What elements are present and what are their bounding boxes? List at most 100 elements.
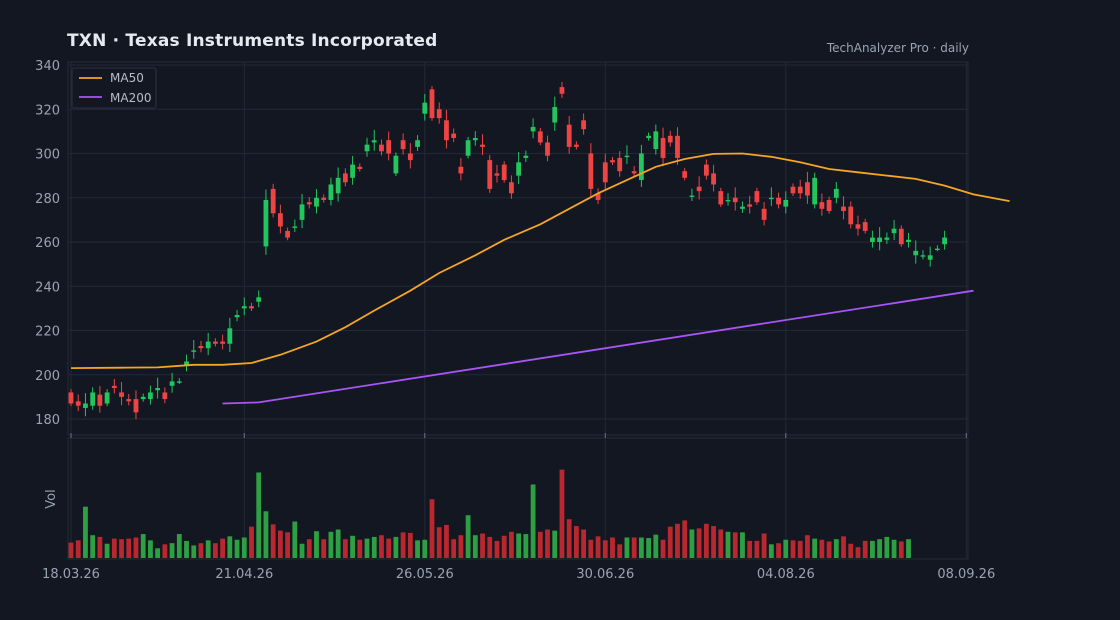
volume-bar (335, 529, 341, 558)
candle-body (646, 135, 651, 139)
volume-bar (407, 532, 413, 558)
date-tick-label: 30.06.26 (576, 567, 634, 582)
candle-body (407, 153, 413, 161)
candle-body (660, 138, 666, 158)
candle-body (328, 184, 334, 200)
candle-body (624, 155, 630, 158)
ma50-line (70, 152, 1010, 369)
volume-panel-frame (67, 437, 969, 560)
volume-bar (624, 537, 630, 558)
volume-bars (68, 469, 911, 558)
candle-body (444, 120, 449, 141)
volume-bar (227, 536, 233, 558)
candle-body (472, 138, 478, 141)
volume-bar (833, 539, 839, 558)
volume-bar (350, 535, 355, 558)
volume-bar (797, 540, 803, 558)
volume-bar (119, 539, 124, 558)
volume-bar (83, 506, 88, 558)
volume-bar (509, 531, 514, 558)
volume-bar (725, 531, 731, 558)
candle-body (386, 140, 392, 154)
volume-bar (75, 540, 81, 558)
candle-body (75, 401, 81, 406)
moving-averages (70, 152, 1010, 405)
candle-body (740, 206, 745, 209)
candle-body (220, 341, 226, 344)
price-tick-label: 240 (35, 280, 60, 295)
candle-body (610, 160, 615, 163)
volume-bar (545, 529, 550, 558)
candle-body (935, 248, 940, 251)
volume-bar (292, 521, 298, 558)
candle-body (913, 250, 919, 256)
volume-bar (523, 534, 529, 558)
volume-bar (213, 543, 218, 558)
date-tick-label: 08.09.26 (937, 567, 995, 582)
volume-bar (754, 540, 760, 558)
candle-body (126, 399, 132, 402)
candle-body (682, 171, 688, 178)
ma200-line (222, 289, 974, 405)
candle-body (768, 197, 774, 200)
candle-body (826, 199, 832, 212)
volume-bar (574, 526, 579, 558)
volume-bar (415, 540, 420, 558)
volume-bar (718, 529, 724, 558)
volume-bar (436, 527, 442, 558)
volume-bar (732, 532, 738, 558)
volume-bar (631, 537, 637, 558)
volume-bar (444, 524, 449, 558)
candle-body (140, 396, 146, 400)
volume-bar (321, 539, 327, 558)
candle-body (494, 173, 500, 176)
volume-bar (465, 515, 471, 558)
volume-bar (646, 538, 651, 558)
candle-body (523, 155, 529, 158)
candle-body (357, 166, 363, 169)
volume-bar (862, 540, 868, 558)
volume-bar (610, 537, 615, 558)
candle-body (162, 392, 168, 400)
price-tick-label: 320 (35, 103, 60, 118)
candle-body (371, 140, 377, 143)
volume-bar (184, 540, 189, 558)
volume-bar (191, 545, 197, 558)
candle-body (487, 160, 493, 189)
candle-body (761, 208, 767, 220)
candle-body (602, 162, 608, 183)
price-tick-label: 200 (35, 369, 60, 384)
candle-body (617, 157, 623, 172)
candle-body (689, 195, 695, 197)
volume-bar (176, 534, 182, 558)
candle-body (335, 177, 341, 194)
volume-bar (761, 533, 767, 558)
volume-bar (588, 539, 594, 558)
candle-body (898, 228, 904, 245)
volume-bar (638, 537, 644, 558)
candle-body (942, 237, 948, 245)
candle-body (191, 350, 197, 352)
volume-bar (133, 537, 139, 558)
candle-body (176, 381, 182, 383)
candle-body (292, 226, 298, 228)
volume-bar (68, 542, 74, 558)
volume-bar (234, 539, 240, 558)
candle-body (754, 191, 760, 203)
volume-bar (277, 530, 283, 558)
volume-bar (566, 519, 572, 558)
candle-body (841, 206, 846, 212)
volume-bar (805, 535, 810, 558)
candle-body (696, 186, 702, 192)
candle-body (155, 388, 161, 391)
volume-bar (111, 538, 117, 558)
candle-body (812, 177, 818, 205)
volume-bar (653, 534, 659, 558)
candle-body (638, 153, 644, 181)
volume-bar (870, 540, 875, 558)
volume-bar (696, 528, 702, 558)
candle-body (530, 126, 536, 132)
candle-body (379, 144, 384, 152)
volume-bar (667, 526, 673, 558)
